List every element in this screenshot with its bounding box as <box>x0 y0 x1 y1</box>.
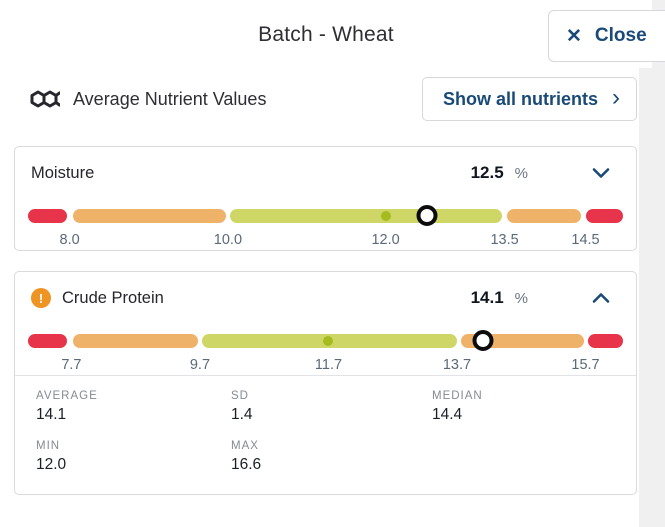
stat-label: MEDIAN <box>432 390 483 402</box>
orange-range-segment <box>72 334 199 348</box>
stat-value: 14.4 <box>432 406 463 423</box>
section-title: Average Nutrient Values <box>73 88 267 109</box>
axis-tick-label: 10.0 <box>213 232 243 248</box>
show-all-label: Show all nutrients <box>442 88 598 109</box>
axis-tick-label: 12.0 <box>371 232 400 248</box>
stat-value: 16.6 <box>231 456 262 473</box>
stat-label: MAX <box>231 440 259 452</box>
nutrient-value: 14.1 <box>470 288 504 307</box>
stats-panel: AVERAGE 14.1 SD 1.4 MEDIAN 14.4 MIN 12.0 MAX 16.6 <box>15 375 636 494</box>
target-dot <box>380 211 391 221</box>
axis-tick-label: 8.0 <box>59 232 80 248</box>
close-button[interactable]: ✕ Close <box>548 10 665 62</box>
red-range-segment <box>587 334 623 348</box>
slider-tick-labels: 8.0 10.0 12.0 13.5 14.5 <box>28 232 623 250</box>
stat-label: MIN <box>36 440 61 452</box>
range-slider <box>28 205 623 226</box>
page-title: Batch - Wheat <box>258 23 394 46</box>
stat-average: AVERAGE 14.1 <box>36 390 231 424</box>
close-icon: ✕ <box>566 25 582 47</box>
nutrient-unit: % <box>514 289 528 307</box>
warning-icon: ! <box>31 288 51 308</box>
stat-label: SD <box>231 390 249 402</box>
chevron-down-icon[interactable] <box>592 167 610 179</box>
orange-range-segment <box>506 209 582 223</box>
current-value-marker <box>416 205 438 226</box>
nutrient-card: ! Crude Protein 14.1 % 7.7 9.7 11.7 13.7 15.… <box>14 271 637 495</box>
axis-tick-label: 13.5 <box>490 232 519 248</box>
nutrient-unit: % <box>514 164 528 182</box>
section-header: Average Nutrient Values Show all nutrien… <box>14 76 637 122</box>
red-range-segment <box>586 209 623 223</box>
stat-value: 14.1 <box>36 406 67 423</box>
green-range-segment <box>230 209 503 223</box>
molecule-icon <box>30 90 60 108</box>
nutrient-card-header[interactable]: ! Crude Protein 14.1 % <box>15 272 636 308</box>
nutrient-card: Moisture 12.5 % 8.0 10.0 12.0 13.5 14.5 <box>14 146 637 251</box>
chevron-right-icon: › <box>612 83 620 111</box>
stat-label: AVERAGE <box>36 390 98 402</box>
axis-tick-label: 11.7 <box>314 357 343 373</box>
titlebar: Batch - Wheat ✕ Close <box>0 0 665 64</box>
stat-median: MEDIAN 14.4 <box>432 390 636 424</box>
stat-value: 1.4 <box>231 406 253 423</box>
stat-min: MIN 12.0 <box>36 440 231 474</box>
range-slider <box>28 330 623 351</box>
axis-tick-label: 9.7 <box>189 357 211 373</box>
stat-max: MAX 16.6 <box>231 440 432 474</box>
nutrient-cards: Moisture 12.5 % 8.0 10.0 12.0 13.5 14.5 ! Cr… <box>0 122 652 495</box>
slider-tick-labels: 7.7 9.7 11.7 13.7 15.7 <box>28 357 623 375</box>
nutrient-name: Crude Protein <box>62 288 164 307</box>
nutrient-name: Moisture <box>31 163 95 182</box>
current-value-marker <box>472 330 494 351</box>
red-range-segment <box>28 209 68 223</box>
nutrient-card-header[interactable]: Moisture 12.5 % <box>15 147 636 183</box>
axis-tick-label: 14.5 <box>571 232 600 248</box>
orange-range-segment <box>72 209 226 223</box>
axis-tick-label: 7.7 <box>61 357 82 373</box>
chevron-up-icon[interactable] <box>592 292 610 304</box>
stat-value: 12.0 <box>36 456 67 473</box>
target-dot <box>323 336 334 346</box>
axis-tick-label: 15.7 <box>571 357 600 373</box>
scrollbar-track[interactable] <box>639 68 652 527</box>
close-label: Close <box>594 25 647 46</box>
stat-sd: SD 1.4 <box>231 390 432 424</box>
nutrient-value: 12.5 <box>470 163 504 182</box>
show-all-nutrients-button[interactable]: Show all nutrients › <box>421 77 637 121</box>
red-range-segment <box>28 334 68 348</box>
axis-tick-label: 13.7 <box>442 357 472 373</box>
